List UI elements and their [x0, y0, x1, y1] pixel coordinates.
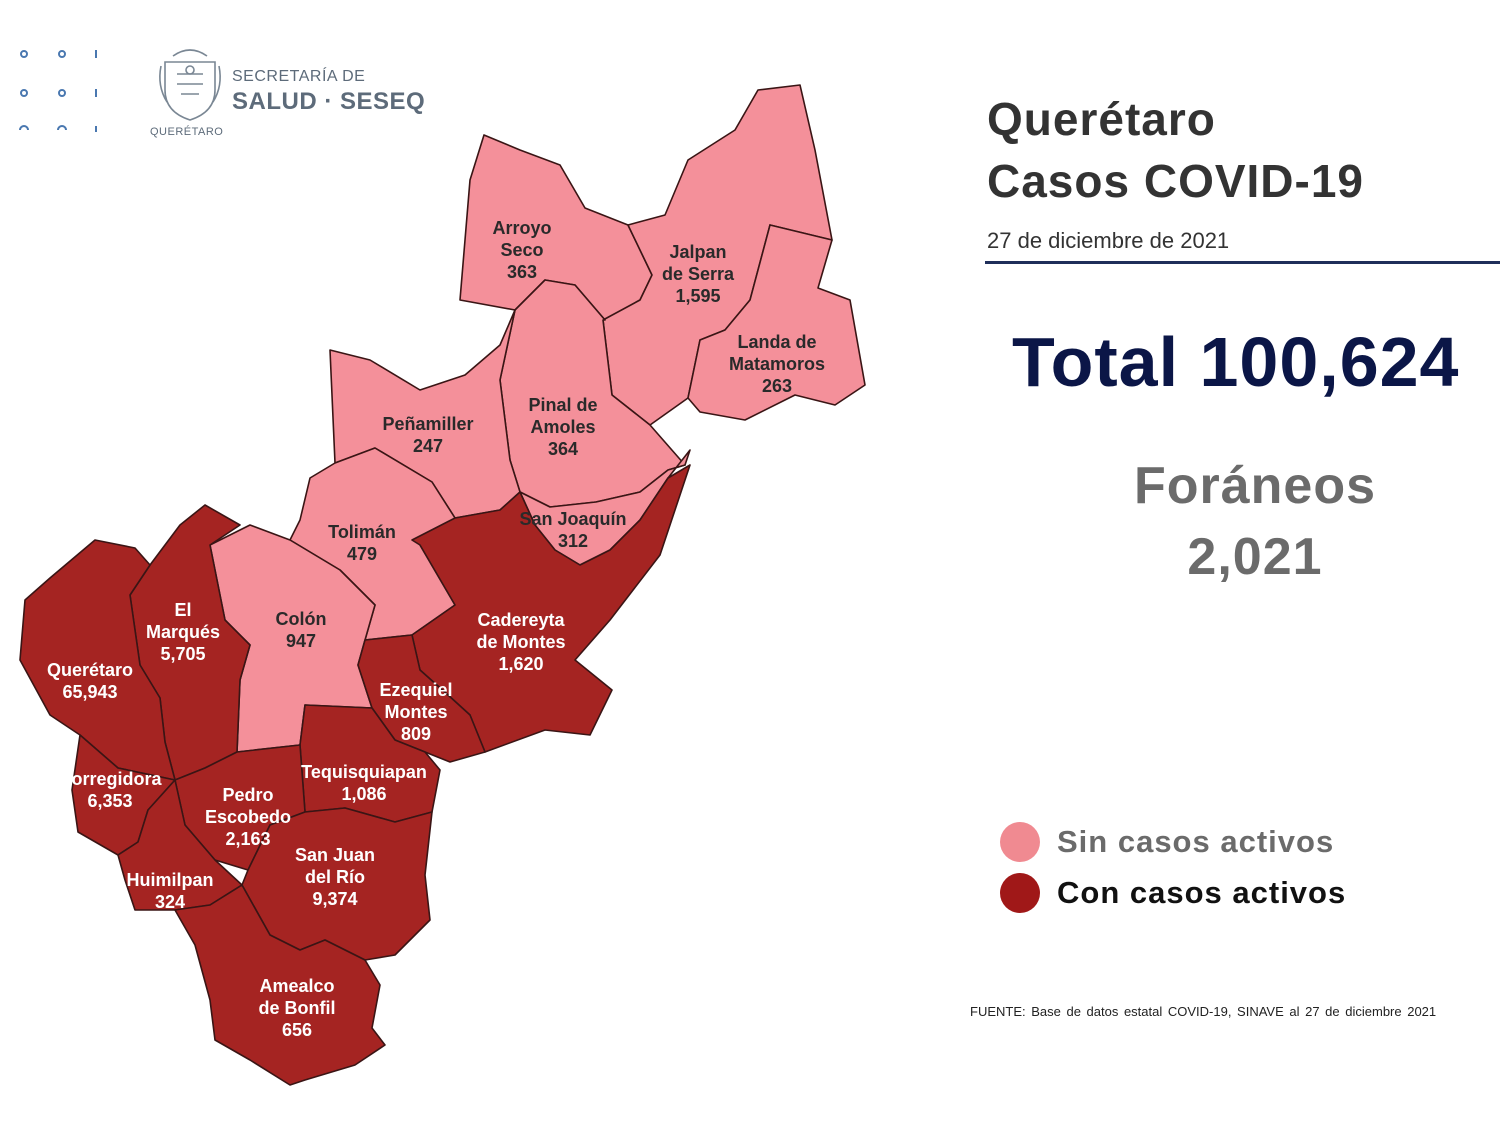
municipality-name-line: de Montes [476, 632, 565, 652]
municipality-name-line: del Río [305, 867, 365, 887]
case-count: 324 [155, 892, 185, 912]
logo-line-1: SECRETARÍA DE [232, 68, 366, 85]
logo-line-2: SALUD · SESEQ [232, 88, 426, 115]
label-san-joaquin: San Joaquín 312 [519, 509, 626, 551]
label-pinal-de-amoles: Pinal de Amoles 364 [528, 395, 597, 459]
label-huimilpan: Huimilpan 324 [126, 870, 213, 912]
label-queretaro: Querétaro 65,943 [47, 660, 133, 702]
coat-of-arms-icon [159, 49, 221, 121]
date-underline [985, 261, 1500, 264]
map-labels: Arroyo Seco 363 Jalpan de Serra 1,595 Landa de… [47, 218, 825, 1040]
label-el-marques: El Marqués 5,705 [146, 600, 220, 664]
total-cases: Total 100,624 [1012, 323, 1460, 401]
label-penamiller: Peñamiller 247 [382, 414, 473, 456]
municipality-name-line: Amoles [530, 417, 595, 437]
case-count: 2,163 [225, 829, 270, 849]
title-block: Querétaro Casos COVID-19 [987, 88, 1364, 212]
label-corregidora: Corregidora 6,353 [58, 769, 162, 811]
legend-item-sin-casos: Sin casos activos [1000, 822, 1334, 862]
label-toliman: Tolimán 479 [328, 522, 396, 564]
municipality-name-line: El [174, 600, 191, 620]
municipality-name-line: Matamoros [729, 354, 825, 374]
label-san-juan-del-rio: San Juan del Río 9,374 [295, 845, 375, 909]
municipality-name-line: Colón [276, 609, 327, 629]
case-count: 809 [401, 724, 431, 744]
municipality-name-line: Amealco [259, 976, 334, 996]
case-count: 1,595 [675, 286, 720, 306]
label-ezequiel-montes: Ezequiel Montes 809 [379, 680, 452, 744]
municipality-name-line: Peñamiller [382, 414, 473, 434]
municipality-name-line: de Serra [662, 264, 735, 284]
legend-label-con-casos: Con casos activos [1057, 875, 1347, 910]
municipality-name-line: Querétaro [47, 660, 133, 680]
municipality-name-line: Marqués [146, 622, 220, 642]
municipality-name-line: Escobedo [205, 807, 291, 827]
municipality-name-line: Huimilpan [126, 870, 213, 890]
case-count: 247 [413, 436, 443, 456]
title-line-1: Querétaro [987, 93, 1216, 145]
report-date: 27 de diciembre de 2021 [987, 228, 1230, 253]
title-line-2: Casos COVID-19 [987, 155, 1365, 207]
legend-item-con-casos: Con casos activos [1000, 873, 1346, 913]
logo-caption: QUERÉTARO [150, 126, 224, 138]
legend-swatch-sin-casos [1000, 822, 1040, 862]
queretaro-map: Arroyo Seco 363 Jalpan de Serra 1,595 Landa de… [19, 84, 866, 1086]
case-count: 363 [507, 262, 537, 282]
source-note: FUENTE: Base de datos estatal COVID-19, … [970, 1004, 1437, 1019]
legend-swatch-con-casos [1000, 873, 1040, 913]
case-count: 656 [282, 1020, 312, 1040]
case-count: 364 [548, 439, 578, 459]
municipality-name-line: Tolimán [328, 522, 396, 542]
case-count: 479 [347, 544, 377, 564]
case-count: 6,353 [87, 791, 132, 811]
decorative-dot-pattern [19, 50, 97, 132]
case-count: 9,374 [312, 889, 357, 909]
municipality-name-line: Seco [500, 240, 543, 260]
municipality-name-line: Pedro [222, 785, 273, 805]
seseq-logo: SECRETARÍA DE SALUD · SESEQ QUERÉTARO [150, 44, 450, 144]
label-jalpan-de-serra: Jalpan de Serra 1,595 [662, 242, 735, 306]
municipality-name-line: de Bonfil [259, 998, 336, 1018]
legend-label-sin-casos: Sin casos activos [1057, 824, 1335, 859]
case-count: 1,086 [341, 784, 386, 804]
municipality-name-line: Jalpan [669, 242, 726, 262]
region-landa-de-matamoros [687, 224, 866, 421]
municipality-name-line: San Juan [295, 845, 375, 865]
foraneos-label: Foráneos [1133, 457, 1377, 515]
case-count: 947 [286, 631, 316, 651]
foraneos-value: 2,021 [1187, 528, 1323, 586]
case-count: 1,620 [498, 654, 543, 674]
region-amealco-de-bonfil [174, 884, 386, 1086]
municipality-name-line: Ezequiel [379, 680, 452, 700]
municipality-name-line: Arroyo [492, 218, 551, 238]
label-tequisquiapan: Tequisquiapan 1,086 [301, 762, 427, 804]
municipality-name-line: Tequisquiapan [301, 762, 427, 782]
municipality-name-line: Pinal de [528, 395, 597, 415]
label-landa-de-matamoros: Landa de Matamoros 263 [729, 332, 825, 396]
region-ezequiel-montes [357, 634, 486, 763]
municipality-name-line: Corregidora [58, 769, 162, 789]
municipality-name-line: Montes [385, 702, 448, 722]
municipality-name-line: Landa de [737, 332, 816, 352]
case-count: 65,943 [62, 682, 117, 702]
label-pedro-escobedo: Pedro Escobedo 2,163 [205, 785, 291, 849]
region-queretaro [19, 539, 176, 781]
region-huimilpan [117, 779, 243, 911]
label-arroyo-seco: Arroyo Seco 363 [492, 218, 551, 282]
municipality-name-line: San Joaquín [519, 509, 626, 529]
case-count: 5,705 [160, 644, 205, 664]
label-colon: Colón 947 [276, 609, 327, 651]
case-count: 263 [762, 376, 792, 396]
label-cadereyta-de-montes: Cadereyta de Montes 1,620 [476, 610, 565, 674]
label-amealco-de-bonfil: Amealco de Bonfil 656 [259, 976, 336, 1040]
municipality-name-line: Cadereyta [477, 610, 565, 630]
case-count: 312 [558, 531, 588, 551]
